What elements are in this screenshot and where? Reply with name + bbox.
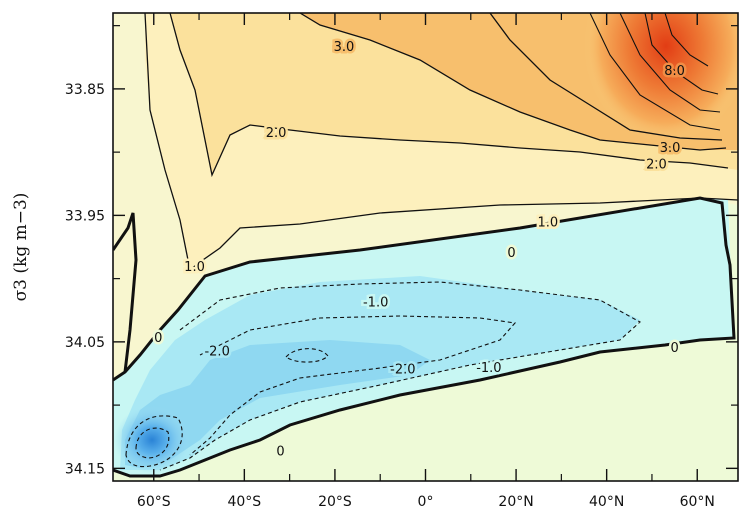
contour-label: 0 xyxy=(276,445,284,460)
contour-label: 3.0 xyxy=(660,141,681,156)
plot-area: 3.0 2.0 8.0 3.0 2.0 1.0 1.0 0 -1.0 0 -2.0 -2.0 -1.0 0… xyxy=(113,13,738,481)
contour-label: -2.0 xyxy=(390,362,415,377)
contour-line-zero xyxy=(113,196,736,478)
y-tick-label: 33.95 xyxy=(65,208,105,224)
y-axis-title: σ3 (kg m−3) xyxy=(11,193,31,302)
contour-region-negative-3 xyxy=(125,340,430,468)
contour-line-zero-west xyxy=(113,212,138,373)
contour-line-neg-one xyxy=(159,281,641,471)
x-tick-label: 60°S xyxy=(137,494,171,510)
contour-label: 0 xyxy=(154,331,162,346)
contour-label: 8.0 xyxy=(664,64,685,79)
contour-label: 1.0 xyxy=(537,216,558,231)
contour-lines xyxy=(113,13,738,478)
contour-line-five xyxy=(489,13,723,141)
x-tick-label: 0° xyxy=(418,494,434,510)
cold-core xyxy=(114,406,190,474)
y-tick-label: 34.15 xyxy=(65,461,105,477)
x-tick-label: 20°N xyxy=(498,494,533,510)
contour-line-six xyxy=(589,13,721,131)
contour-label: 3.0 xyxy=(334,40,355,55)
contour-line-one xyxy=(144,13,738,272)
contour-label: -1.0 xyxy=(476,361,501,376)
x-tick-label: 60°N xyxy=(680,494,715,510)
contour-label: 2.0 xyxy=(646,158,667,173)
contour-label: 1.0 xyxy=(184,260,205,275)
y-tick-label: 34.05 xyxy=(65,335,105,351)
contour-label: 2.0 xyxy=(266,126,287,141)
contour-line-seven xyxy=(619,13,721,113)
x-tick-label: 20°S xyxy=(318,494,352,510)
contour-line-eight xyxy=(644,13,719,95)
contour-line-neg-two-center xyxy=(285,348,329,363)
y-axis: 33.85 33.95 34.05 34.15 xyxy=(65,25,738,477)
contour-line-two xyxy=(169,13,729,178)
contour-line-neg-four xyxy=(135,427,170,459)
x-axis: 60°S 40°S 20°S 0° 20°N 40°N 60°N xyxy=(137,13,715,510)
x-tick-label: 40°S xyxy=(227,494,261,510)
contour-label: 0 xyxy=(507,246,515,261)
x-tick-label: 40°N xyxy=(589,494,624,510)
contour-label: 0 xyxy=(670,341,678,356)
contour-label: -1.0 xyxy=(363,295,388,310)
contour-label: -2.0 xyxy=(204,345,229,360)
y-tick-label: 33.85 xyxy=(65,82,105,98)
contour-line-neg-two xyxy=(189,315,517,456)
contour-line-three xyxy=(299,13,727,151)
contour-line-nine xyxy=(664,13,709,67)
contour-labels: 3.0 2.0 8.0 3.0 2.0 1.0 1.0 0 -1.0 0 -2.0 -2.0 -1.0 0… xyxy=(152,37,688,462)
contour-line-neg-three xyxy=(125,415,183,468)
